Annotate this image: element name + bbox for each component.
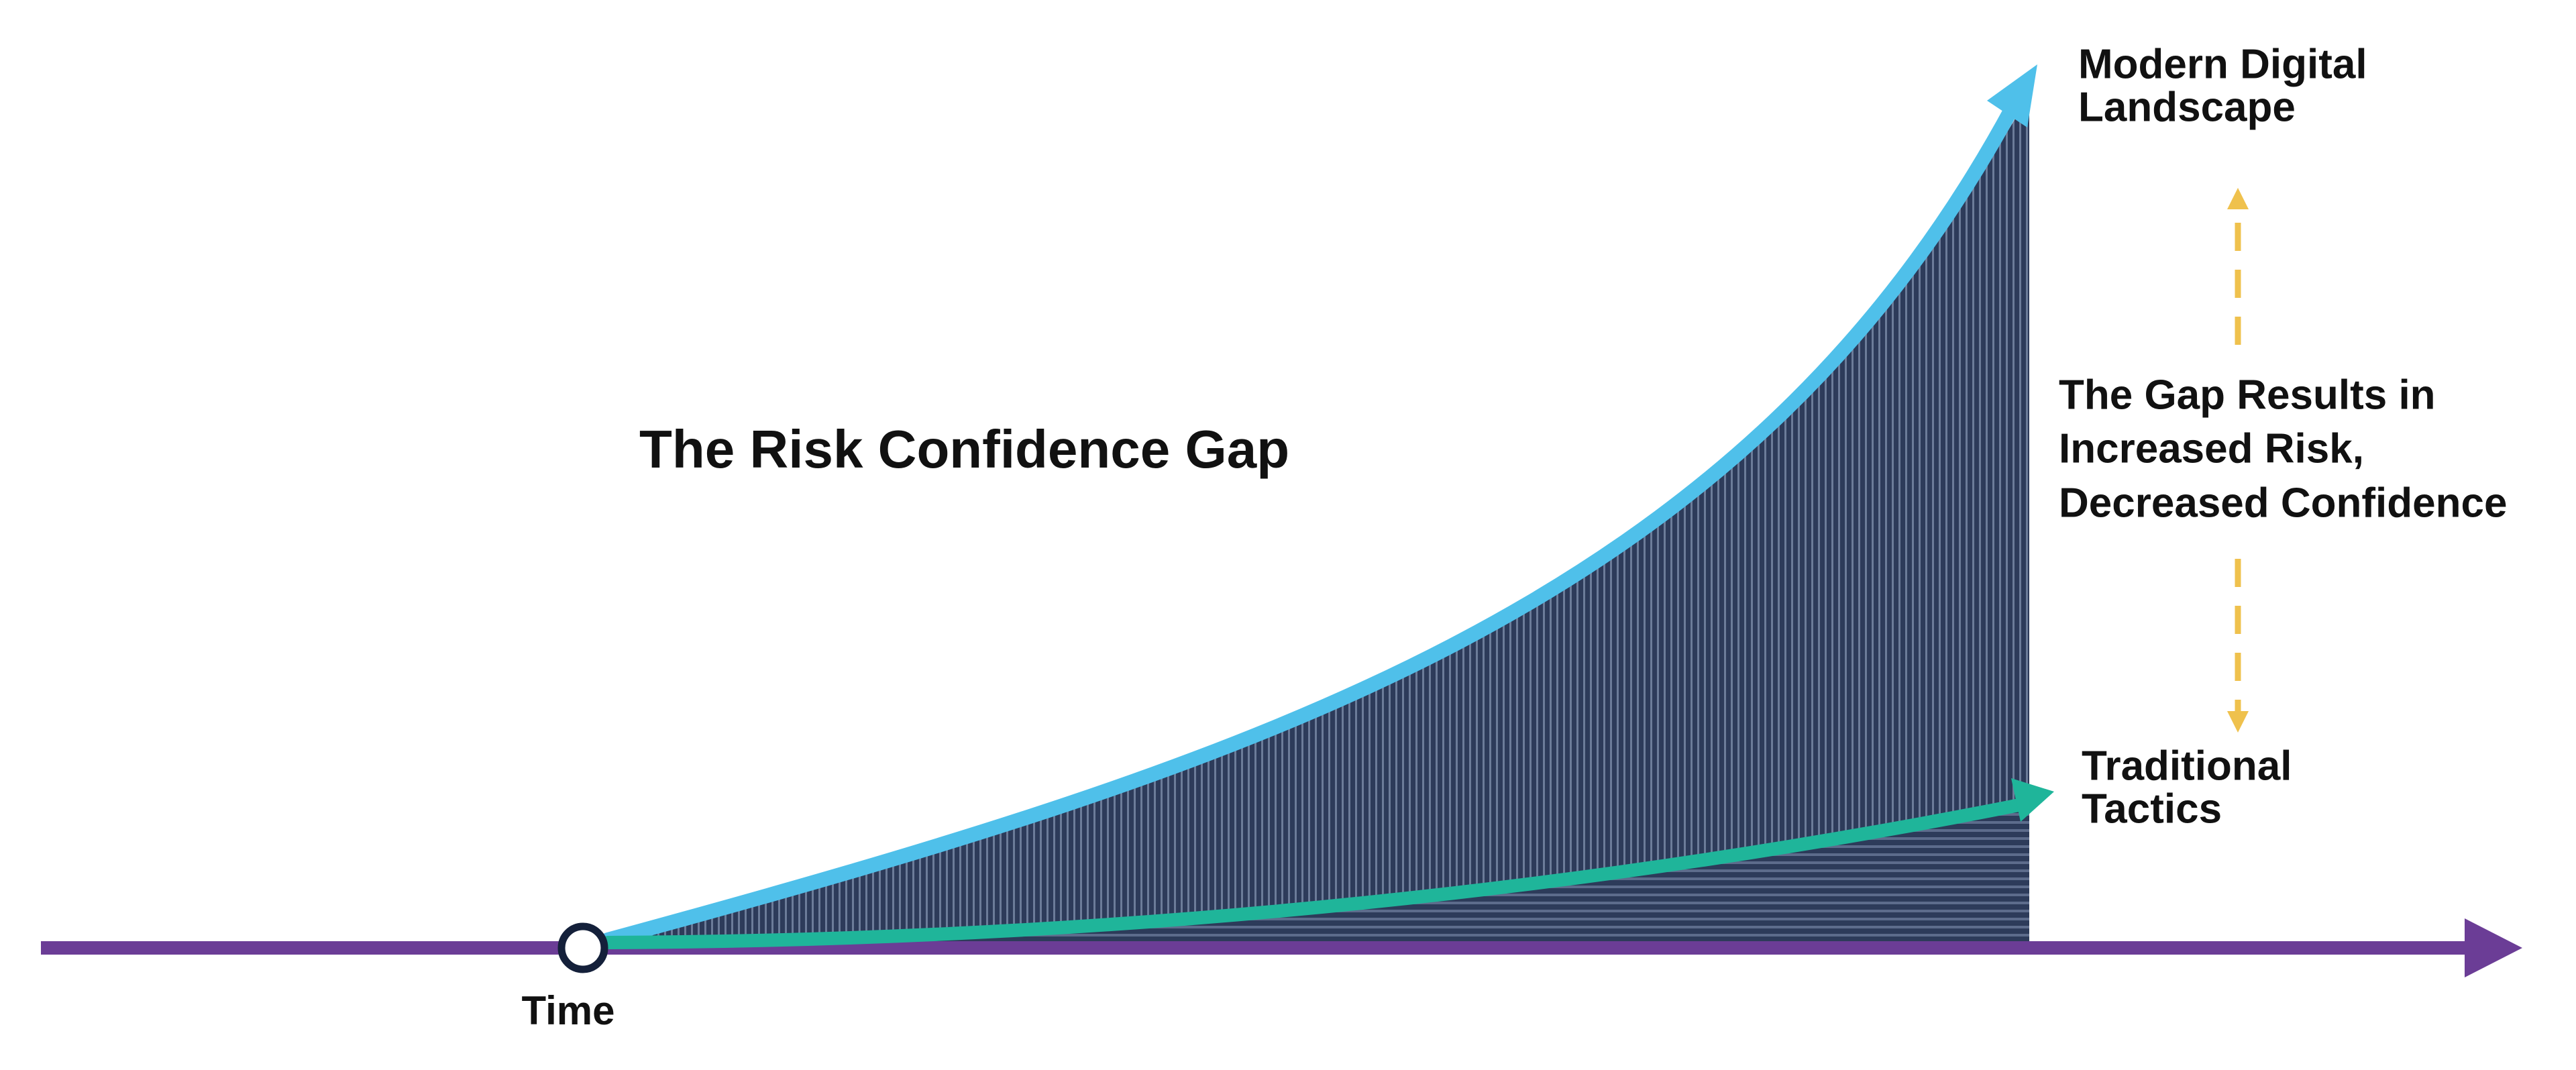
traditional-label: Tactics — [2082, 786, 2222, 832]
modern-label: Modern Digital — [2078, 41, 2367, 87]
title: The Risk Confidence Gap — [639, 419, 1289, 479]
gap-label: The Gap Results in — [2059, 372, 2436, 418]
traditional-label: Traditional — [2082, 743, 2292, 789]
gap-label: Decreased Confidence — [2059, 480, 2507, 526]
gap-area — [608, 94, 2029, 943]
gap-arrowhead-down — [2227, 711, 2249, 733]
gap-label: Increased Risk, — [2059, 425, 2364, 472]
origin-marker — [557, 922, 608, 973]
time-axis-arrow — [2465, 918, 2522, 977]
modern-arrow — [1987, 64, 2037, 127]
traditional-arrow — [2011, 778, 2054, 822]
gap-arrowhead-up — [2227, 188, 2249, 209]
modern-curve — [600, 100, 2020, 947]
modern-label: Landscape — [2078, 84, 2296, 130]
axis-label: Time — [522, 988, 615, 1033]
traditional-curve — [601, 798, 2026, 949]
traditional-area — [608, 802, 2029, 943]
